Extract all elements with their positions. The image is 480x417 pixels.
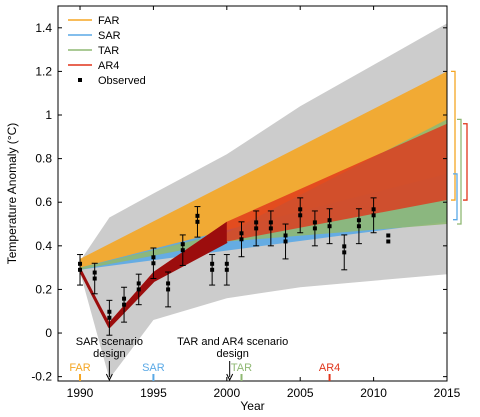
observed-point-4 [136,287,141,292]
observed-point-20 [371,213,376,218]
observed-point-14 [283,239,288,244]
observed-point-upper-18 [342,244,347,249]
observed-point-7 [180,248,185,253]
y-tick-label-6: 1 [45,108,52,122]
observed-point-11 [239,237,244,242]
annotation-sar-arrow-head [105,373,113,382]
observed-point-upper-8 [195,213,200,218]
bracket-far [451,70,456,201]
y-tick-label-3: 0.4 [35,239,52,253]
observed-point-upper-0 [78,261,83,266]
x-tick-label-2000: 2000 [213,386,240,400]
observed-point-upper-20 [371,207,376,212]
bracket-sar [453,173,458,221]
y-tick-label-5: 0.8 [35,152,52,166]
report-label-tar: TAR [231,362,252,374]
observed-point-upper-4 [136,281,141,286]
y-tick-label-0: -0.2 [31,370,52,384]
x-tick-label-2010: 2010 [360,386,387,400]
observed-point-upper-19 [356,218,361,223]
x-tick-label-2015: 2015 [434,386,461,400]
bracket-ar4 [463,123,468,201]
x-tick-label-2005: 2005 [287,386,314,400]
observed-point-upper-14 [283,233,288,238]
y-tick-label-2: 0.2 [35,282,52,296]
observed-point-6 [166,287,171,292]
observed-point-16 [312,226,317,231]
observed-point-upper-9 [210,261,215,266]
observed-point-15 [298,213,303,218]
band-far [80,71,447,270]
legend-label-sar: SAR [98,30,121,42]
observed-point-upper-21 [386,233,391,238]
observed-point-upper-11 [239,231,244,236]
report-label-ar4: AR4 [319,362,340,374]
x-tick-label-1990: 1990 [67,386,94,400]
observed-point-upper-10 [224,261,229,266]
observed-point-upper-6 [166,281,171,286]
x-tick-label-1995: 1995 [140,386,167,400]
band-ar4 [80,123,447,327]
annotation-sar-line2: design [93,348,125,360]
annotation-tar-ar4-line1: TAR and AR4 scenario [177,336,288,348]
observed-point-13 [268,226,273,231]
observed-point-upper-12 [254,220,259,225]
observed-point-upper-13 [268,220,273,225]
observed-point-17 [327,224,332,229]
legend-swatch-observed [78,78,82,82]
observed-point-3 [122,302,127,307]
annotation-tar-ar4-arrow-head [226,373,234,382]
observed-point-9 [210,267,215,272]
legend-label-far: FAR [98,15,119,27]
observed-point-12 [254,226,259,231]
observed-point-19 [356,224,361,229]
observed-point-upper-2 [107,309,112,314]
observed-point-1 [92,276,97,281]
observed-point-upper-15 [298,207,303,212]
annotation-tar-ar4-line2: design [216,348,248,360]
y-tick-label-1: 0 [45,326,52,340]
x-axis-label: Year [240,399,264,413]
observed-point-upper-16 [312,220,317,225]
bracket-tar [457,118,462,225]
plot-layer [77,23,447,379]
legend-label-ar4: AR4 [98,60,119,72]
observed-point-upper-3 [122,296,127,301]
observed-point-upper-7 [180,242,185,247]
report-label-sar: SAR [142,362,165,374]
y-tick-label-4: 0.6 [35,195,52,209]
y-tick-label-8: 1.4 [35,21,52,35]
report-label-far: FAR [69,362,90,374]
annotation-sar-line1: SAR scenario [76,336,143,348]
observed-point-upper-1 [92,270,97,275]
observed-point-0 [78,267,83,272]
observed-point-21 [386,239,391,244]
observed-point-18 [342,250,347,255]
plot-frame [57,5,448,382]
y-tick-label-7: 1.2 [35,64,52,78]
ar4-early-line [78,240,228,328]
legend-label-tar: TAR [98,45,119,57]
y-axis-label: Temperature Anomaly (°C) [5,123,19,265]
observed-point-8 [195,219,200,224]
observed-point-upper-5 [151,255,156,260]
observed-point-10 [224,267,229,272]
legend-label-observed: Observed [98,75,146,87]
observed-point-5 [151,261,156,266]
observed-point-2 [107,315,112,320]
observed-point-upper-17 [327,218,332,223]
ar4-early-wedge [109,221,227,327]
